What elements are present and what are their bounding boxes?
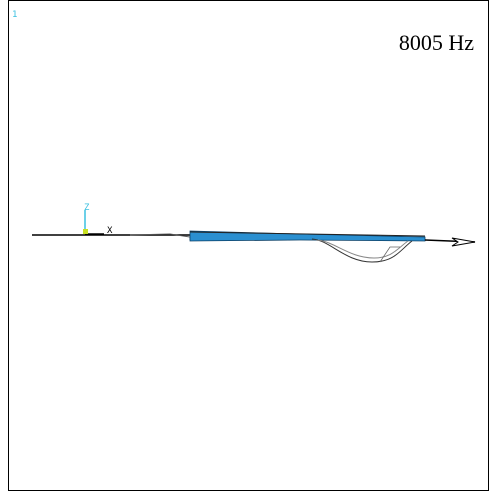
frequency-label: 8005 Hz bbox=[399, 30, 474, 55]
origin bbox=[83, 229, 88, 234]
window-frame bbox=[9, 1, 489, 491]
window-number: 1 bbox=[12, 10, 17, 20]
viewport: 1 8005 Hz Z X bbox=[0, 0, 489, 491]
z-label: Z bbox=[84, 203, 90, 213]
x-label: X bbox=[107, 226, 113, 236]
graphics-window: 1 8005 Hz Z X bbox=[0, 0, 489, 491]
